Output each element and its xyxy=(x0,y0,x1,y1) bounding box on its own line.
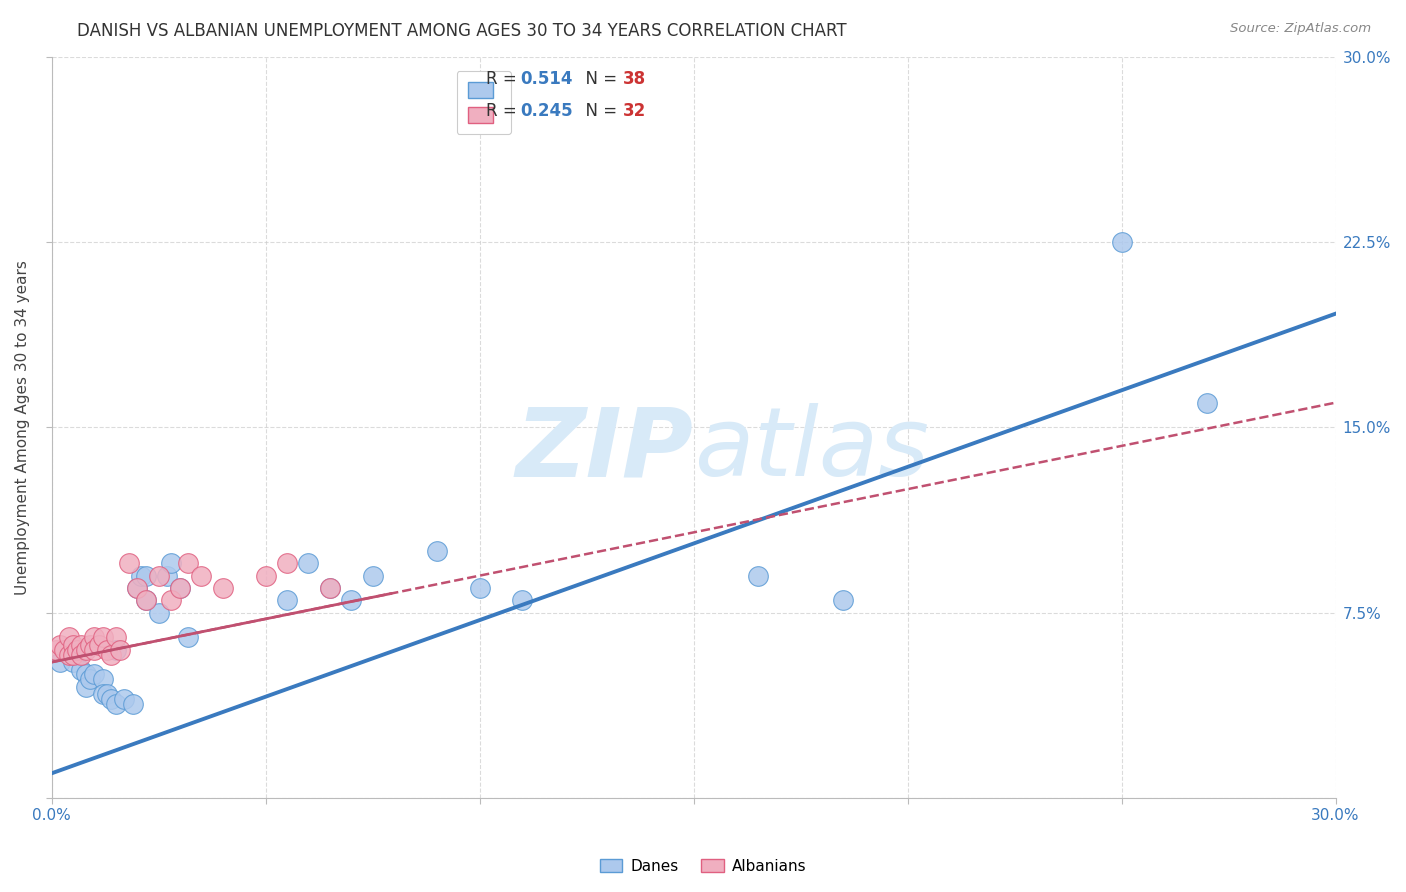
Point xyxy=(254,568,277,582)
Text: R =: R = xyxy=(485,102,522,120)
Point xyxy=(319,581,342,595)
Point xyxy=(79,638,101,652)
Text: 0.514: 0.514 xyxy=(520,70,572,88)
Point xyxy=(62,655,84,669)
Point xyxy=(75,642,97,657)
Point xyxy=(177,556,200,570)
Text: DANISH VS ALBANIAN UNEMPLOYMENT AMONG AGES 30 TO 34 YEARS CORRELATION CHART: DANISH VS ALBANIAN UNEMPLOYMENT AMONG AG… xyxy=(77,22,846,40)
Point xyxy=(62,648,84,662)
Point xyxy=(177,631,200,645)
Legend: Danes, Albanians: Danes, Albanians xyxy=(593,853,813,880)
Point xyxy=(49,655,72,669)
Point xyxy=(747,568,769,582)
Point xyxy=(276,593,298,607)
Point xyxy=(91,687,114,701)
Point xyxy=(468,581,491,595)
Point xyxy=(62,638,84,652)
Point xyxy=(96,642,118,657)
Point xyxy=(91,631,114,645)
Point xyxy=(53,642,76,657)
Point xyxy=(156,568,179,582)
Point xyxy=(169,581,191,595)
Text: 38: 38 xyxy=(623,70,645,88)
Point xyxy=(83,667,105,681)
Point xyxy=(66,642,89,657)
Point xyxy=(79,673,101,687)
Point xyxy=(426,544,449,558)
Point xyxy=(45,642,67,657)
Point xyxy=(127,581,149,595)
Point xyxy=(112,692,135,706)
Point xyxy=(58,642,80,657)
Point xyxy=(58,631,80,645)
Point xyxy=(1111,235,1133,249)
Point xyxy=(135,593,157,607)
Point xyxy=(75,667,97,681)
Point xyxy=(160,593,183,607)
Point xyxy=(297,556,319,570)
Point xyxy=(75,680,97,694)
Point xyxy=(211,581,233,595)
Point xyxy=(104,631,127,645)
Point xyxy=(83,642,105,657)
Point xyxy=(135,568,157,582)
Text: 32: 32 xyxy=(623,102,647,120)
Point xyxy=(127,581,149,595)
Point xyxy=(104,697,127,711)
Text: R =: R = xyxy=(485,70,522,88)
Point xyxy=(319,581,342,595)
Point xyxy=(100,648,122,662)
Text: N =: N = xyxy=(575,102,623,120)
Text: Source: ZipAtlas.com: Source: ZipAtlas.com xyxy=(1230,22,1371,36)
Point xyxy=(87,638,110,652)
Point xyxy=(66,648,89,662)
Point xyxy=(49,638,72,652)
Point xyxy=(100,692,122,706)
Point xyxy=(96,687,118,701)
Point xyxy=(70,638,93,652)
Point xyxy=(117,556,139,570)
Text: 0.245: 0.245 xyxy=(520,102,572,120)
Point xyxy=(160,556,183,570)
Text: N =: N = xyxy=(575,70,623,88)
Point xyxy=(361,568,384,582)
Point xyxy=(169,581,191,595)
Point xyxy=(104,642,127,657)
Point xyxy=(512,593,534,607)
Point xyxy=(131,568,153,582)
Point xyxy=(276,556,298,570)
Text: atlas: atlas xyxy=(693,403,928,496)
Point xyxy=(121,697,143,711)
Point xyxy=(135,593,157,607)
Text: ZIP: ZIP xyxy=(516,403,693,496)
Y-axis label: Unemployment Among Ages 30 to 34 years: Unemployment Among Ages 30 to 34 years xyxy=(15,260,30,595)
Point xyxy=(190,568,212,582)
Point xyxy=(83,631,105,645)
Point xyxy=(108,642,131,657)
Point xyxy=(148,606,170,620)
Point xyxy=(148,568,170,582)
Point xyxy=(70,648,93,662)
Point xyxy=(832,593,855,607)
Point xyxy=(1197,395,1219,409)
Legend: , : , xyxy=(457,71,510,134)
Point xyxy=(91,673,114,687)
Point xyxy=(340,593,363,607)
Point xyxy=(70,663,93,677)
Point xyxy=(58,648,80,662)
